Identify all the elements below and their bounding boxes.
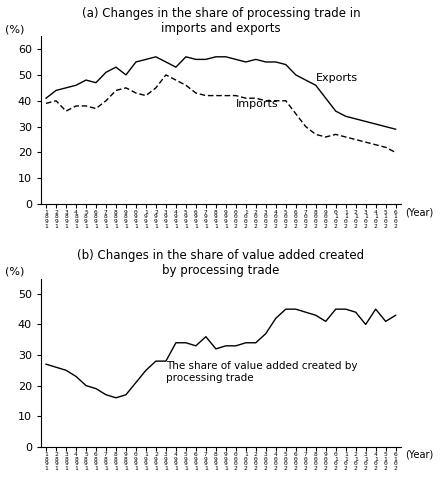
Title: (a) Changes in the share of processing trade in
imports and exports: (a) Changes in the share of processing t…: [81, 7, 360, 35]
Text: (Year): (Year): [405, 207, 433, 217]
Text: (%): (%): [5, 24, 25, 34]
Text: Imports: Imports: [236, 98, 279, 109]
Text: The share of value added created by
processing trade: The share of value added created by proc…: [166, 361, 357, 383]
Text: Exports: Exports: [316, 73, 358, 83]
Text: (Year): (Year): [405, 449, 433, 459]
Title: (b) Changes in the share of value added created
by processing trade: (b) Changes in the share of value added …: [77, 250, 364, 277]
Text: (%): (%): [5, 267, 25, 277]
